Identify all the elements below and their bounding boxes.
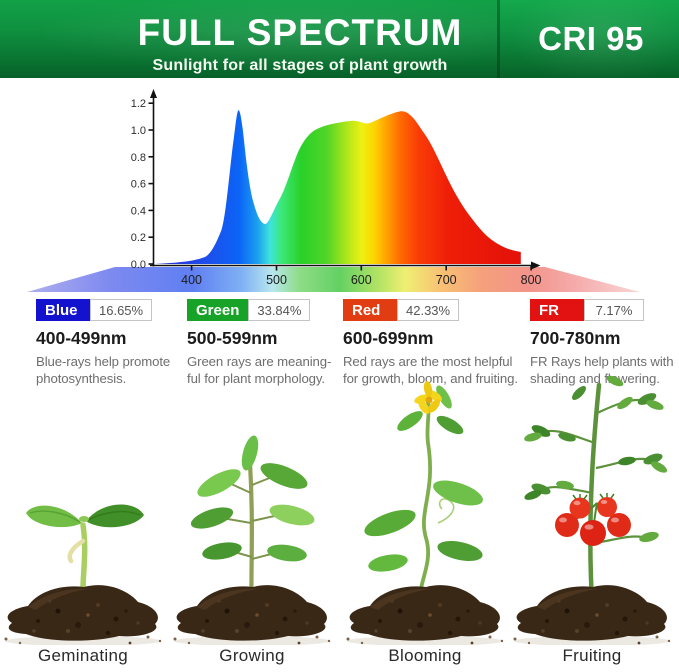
color-chip: Blue 16.65% xyxy=(36,299,153,321)
soil-mound xyxy=(4,585,162,646)
chip-label: Red xyxy=(343,299,397,321)
band-column-green: Green 33.84% 500-599nm Green rays are me… xyxy=(187,299,339,388)
y-tick: 0.0 xyxy=(131,259,146,271)
x-tick: 800 xyxy=(521,273,542,287)
x-tick: 600 xyxy=(351,273,372,287)
cri-badge: CRI 95 xyxy=(497,0,679,78)
plant-label-geminating: Geminating xyxy=(38,646,128,665)
chip-percent: 7.17% xyxy=(584,299,644,321)
y-tick: 0.2 xyxy=(131,232,146,244)
band-description: Green rays are meaning-ful for plant mor… xyxy=(187,354,332,387)
color-chip: Green 33.84% xyxy=(187,299,311,321)
chip-percent: 16.65% xyxy=(90,299,153,321)
spectrum-chart: 0.0 0.2 0.4 0.6 0.8 1.0 1.2 400 500 600 … xyxy=(0,85,679,300)
chip-percent: 33.84% xyxy=(248,299,311,321)
band-description: Red rays are the most helpful for growth… xyxy=(343,354,518,387)
chip-label: Blue xyxy=(36,299,90,321)
band-description: FR Rays help plants with shading and flo… xyxy=(530,354,674,387)
band-column-fr: FR 7.17% 700-780nm FR Rays help plants w… xyxy=(530,299,679,388)
band-range: 400-499nm xyxy=(36,328,127,348)
y-axis-labels: 0.0 0.2 0.4 0.6 0.8 1.0 1.2 xyxy=(131,98,146,271)
spectrum-curve xyxy=(155,110,521,264)
color-chip: FR 7.17% xyxy=(530,299,644,321)
band-stats-row: Blue 16.65% 400-499nm Blue-rays help pro… xyxy=(0,299,679,386)
chip-label: FR xyxy=(530,299,584,321)
band-range: 600-699nm xyxy=(343,328,434,348)
chip-label: Green xyxy=(187,299,249,321)
plant-geminating-illustration xyxy=(0,373,168,646)
plant-blooming-illustration xyxy=(340,373,510,646)
x-axis-labels: 400 500 600 700 800 xyxy=(181,273,541,287)
page-subtitle: Sunlight for all stages of plant growth xyxy=(152,57,448,74)
y-tick: 0.6 xyxy=(131,179,146,191)
plant-growing-illustration xyxy=(167,373,337,646)
plant-label-growing: Growing xyxy=(219,646,285,665)
band-column-blue: Blue 16.65% 400-499nm Blue-rays help pro… xyxy=(36,299,186,388)
soil-mound xyxy=(173,585,331,646)
color-chip: Red 42.33% xyxy=(343,299,460,321)
plant-label-fruiting: Fruiting xyxy=(562,646,622,665)
y-tick: 1.2 xyxy=(131,98,146,110)
y-tick: 0.4 xyxy=(131,205,146,217)
plant-label-blooming: Blooming xyxy=(388,646,462,665)
leaflets xyxy=(524,375,668,543)
plant-fruiting-illustration xyxy=(507,373,677,646)
flower-icon xyxy=(414,381,442,414)
x-tick: 500 xyxy=(266,273,287,287)
x-tick: 700 xyxy=(436,273,457,287)
band-range: 500-599nm xyxy=(187,328,278,348)
cri-badge-text: CRI 95 xyxy=(538,20,644,57)
band-range: 700-780nm xyxy=(530,328,621,348)
y-tick: 1.0 xyxy=(131,125,146,137)
band-description: Blue-rays help promote photosynthesis. xyxy=(36,354,171,387)
header-banner: FULL SPECTRUM Sunlight for all stages of… xyxy=(0,0,679,78)
band-column-red: Red 42.33% 600-699nm Red rays are the mo… xyxy=(343,299,529,388)
page-title: FULL SPECTRUM xyxy=(137,12,463,53)
tomatoes xyxy=(555,493,631,546)
soil-mound xyxy=(346,585,504,646)
chip-percent: 42.33% xyxy=(397,299,460,321)
x-axis-arrow-icon xyxy=(531,261,541,270)
y-axis-arrow-icon xyxy=(150,89,157,98)
x-tick: 400 xyxy=(181,273,202,287)
header-text-block: FULL SPECTRUM Sunlight for all stages of… xyxy=(0,0,600,75)
soil-mound xyxy=(513,585,671,646)
y-axis xyxy=(148,93,155,267)
spectrum-perspective-band xyxy=(27,267,640,292)
y-tick: 0.8 xyxy=(131,152,146,164)
